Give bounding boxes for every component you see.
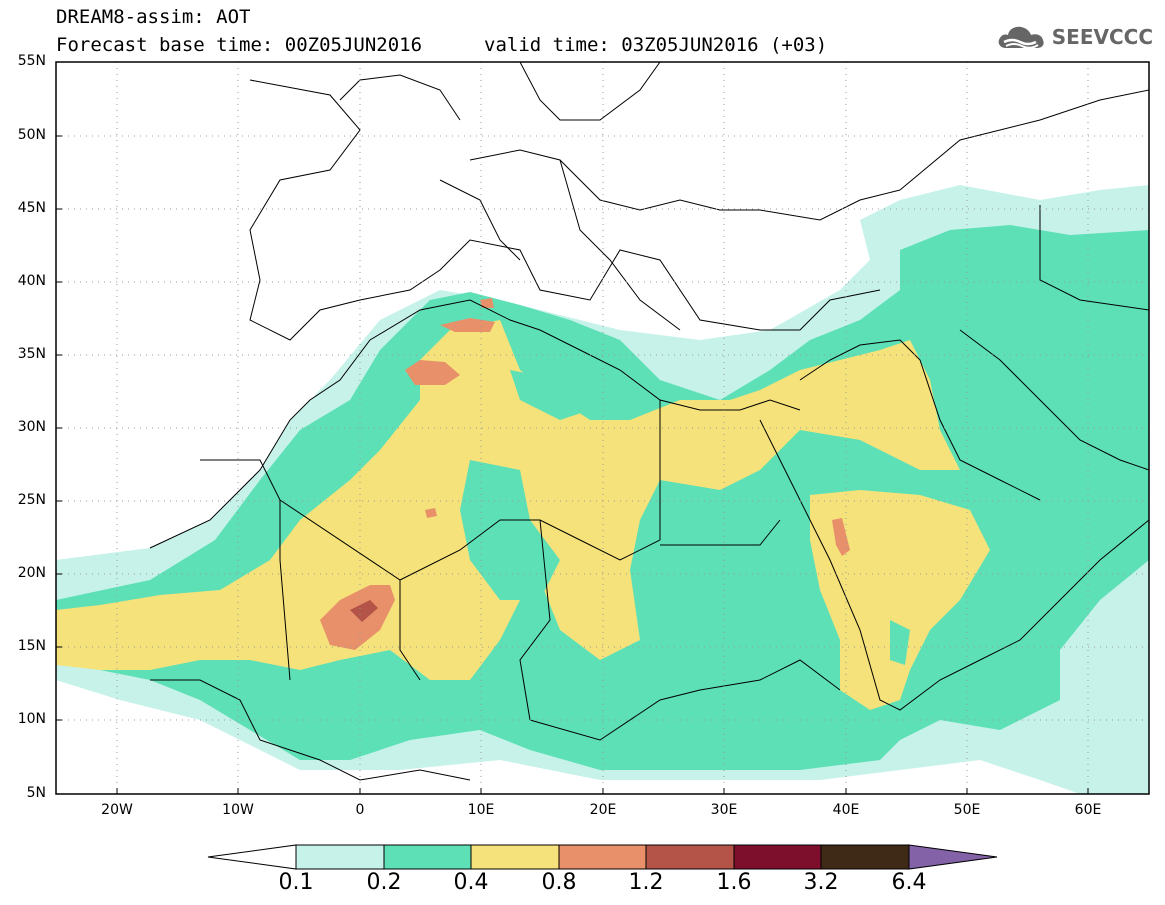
colorbar-above-triangle <box>908 844 998 870</box>
seevccc-logo: SEEVCCC <box>996 22 1153 52</box>
lat-label: 5N <box>26 785 46 801</box>
colorbar-label: 6.4 <box>891 870 927 895</box>
lat-label: 15N <box>17 638 46 654</box>
aot-field <box>56 185 1149 794</box>
aot-band-0-8-spot <box>425 508 437 518</box>
lat-label: 25N <box>17 492 46 508</box>
lat-label: 20N <box>17 565 46 581</box>
colorbar-below-triangle <box>207 844 297 870</box>
colorbar-label: 0.1 <box>278 870 314 895</box>
forecast-base-time: Forecast base time: 00Z05JUN2016 <box>56 34 423 56</box>
lon-label: 50E <box>953 802 981 818</box>
lon-label: 40E <box>832 802 860 818</box>
aot-band-0-8-arabia <box>832 518 850 556</box>
colorbar-cell-4 <box>645 844 735 870</box>
lon-label: 20E <box>589 802 617 818</box>
lat-label: 45N <box>17 200 46 216</box>
colorbar-cell-2 <box>470 844 560 870</box>
lon-label: 10W <box>222 802 254 818</box>
valid-time: valid time: 03Z05JUN2016 (+03) <box>484 34 828 56</box>
aot-band-1-2 <box>350 600 378 622</box>
aot-band-0-8-algeria <box>405 360 460 385</box>
colorbar-cell-1 <box>383 844 472 870</box>
lon-label: 30E <box>710 802 738 818</box>
axis-ticks <box>56 61 1089 794</box>
lat-label: 55N <box>17 53 46 69</box>
colorbar-cell-6 <box>820 844 910 870</box>
cloud-icon <box>998 26 1044 49</box>
colorbar-label: 0.8 <box>541 870 577 895</box>
colorbar-label: 3.2 <box>803 870 839 895</box>
aot-island-tunisia <box>510 370 590 420</box>
colorbar-cell-5 <box>733 844 822 870</box>
lat-label: 35N <box>17 346 46 362</box>
logo-text: SEEVCCC <box>1051 25 1153 49</box>
aot-band-0-8-tunisia <box>440 318 495 332</box>
aot-band-0-4-arabia <box>810 490 990 710</box>
colorbar-cell-0 <box>295 844 385 870</box>
colorbar-cell-3 <box>558 844 647 870</box>
lon-label: 0 <box>355 802 365 818</box>
colorbar-label: 1.6 <box>716 870 752 895</box>
colorbar-label: 0.2 <box>366 870 402 895</box>
aot-island-arabia <box>890 620 910 665</box>
lon-label: 20W <box>101 802 133 818</box>
lon-label: 10E <box>467 802 495 818</box>
lon-label: 60E <box>1074 802 1102 818</box>
lat-label: 40N <box>17 273 46 289</box>
lat-label: 10N <box>17 711 46 727</box>
lat-label: 50N <box>17 127 46 143</box>
lat-label: 30N <box>17 419 46 435</box>
colorbar-label: 1.2 <box>628 870 664 895</box>
figure-title: DREAM8-assim: AOT <box>56 6 251 28</box>
colorbar-label: 0.4 <box>453 870 489 895</box>
aot-island-sahara <box>460 460 560 600</box>
colorbar <box>207 844 998 870</box>
aot-band-0-8-sardinia <box>480 298 494 308</box>
graticule <box>56 62 1149 794</box>
